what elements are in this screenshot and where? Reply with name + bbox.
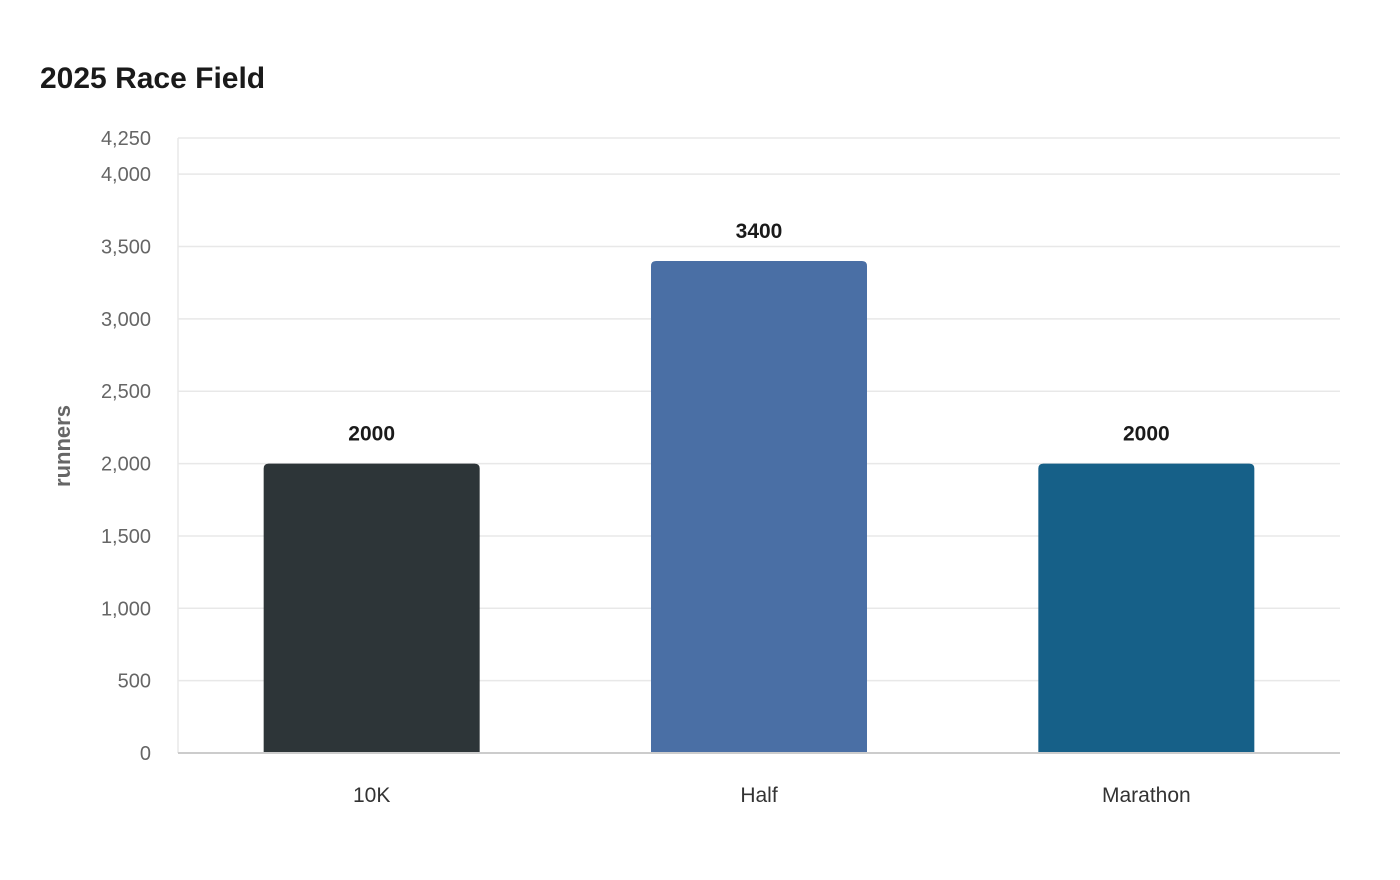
data-label: 3400 [736, 220, 783, 243]
y-axis-label: runners [50, 405, 75, 487]
data-label: 2000 [1123, 423, 1170, 446]
y-tick-label: 2,500 [101, 381, 151, 403]
y-tick-label: 1,500 [101, 526, 151, 548]
x-tick-label: Marathon [1102, 784, 1191, 807]
y-tick-label: 0 [140, 743, 151, 765]
y-axis-ticks: 0 500 1,000 1,500 2,000 2,500 3,000 3,500 4,000 4… [101, 128, 151, 765]
data-label: 2000 [348, 423, 395, 446]
x-axis-ticks: 10K Half Marathon [353, 784, 1191, 807]
y-tick-label: 4,250 [101, 128, 151, 150]
y-tick-label: 3,000 [101, 309, 151, 331]
y-tick-label: 4,000 [101, 164, 151, 186]
chart-title: 2025 Race Field [40, 62, 266, 95]
y-tick-label: 3,500 [101, 237, 151, 259]
bar-10k [263, 463, 480, 753]
data-labels: 2000 3400 2000 [348, 220, 1169, 446]
bar-marathon [1038, 463, 1255, 753]
x-tick-label: Half [740, 784, 778, 807]
x-tick-label: 10K [353, 784, 390, 807]
bars [263, 261, 1255, 753]
y-tick-label: 2,000 [101, 454, 151, 476]
y-tick-label: 1,000 [101, 598, 151, 620]
y-tick-label: 500 [118, 671, 151, 693]
bar-half [651, 261, 867, 753]
